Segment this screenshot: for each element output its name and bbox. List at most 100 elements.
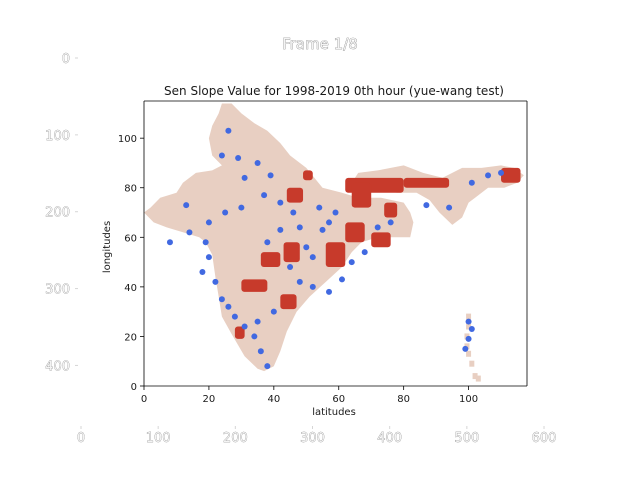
negative-slope-cell <box>316 204 323 211</box>
positive-slope-region <box>325 242 346 268</box>
x-tick-label: 0 <box>141 394 147 405</box>
negative-slope-cell <box>254 159 261 166</box>
island-cell <box>472 373 478 380</box>
outer-x-tick-label: 500 <box>454 431 479 446</box>
outer-x-axis: 0 100 200 300 400 500 600 <box>77 426 557 446</box>
positive-slope-region <box>403 177 450 188</box>
negative-slope-cell <box>225 127 232 134</box>
x-tick-label: 80 <box>397 394 410 405</box>
positive-slope-region <box>371 232 391 248</box>
negative-slope-cell <box>303 244 310 251</box>
island-cell <box>466 313 472 320</box>
outer-x-tick-label: 600 <box>532 431 557 446</box>
outer-y-tick-label: 400 <box>45 359 70 374</box>
positive-slope-region <box>280 294 297 310</box>
negative-slope-cell <box>231 313 238 320</box>
negative-slope-cell <box>290 209 297 216</box>
axes-layer: 0 20 40 60 80 100 0 20 40 60 80 100 <box>118 100 528 405</box>
negative-slope-cell <box>326 219 333 226</box>
outer-x-tick-label: 200 <box>223 431 248 446</box>
negative-slope-cell <box>287 264 294 271</box>
x-tick-label: 100 <box>459 394 478 405</box>
negative-slope-cell <box>485 172 492 179</box>
negative-slope-cell <box>462 345 469 352</box>
negative-slope-cell <box>465 318 472 325</box>
negative-slope-cell <box>225 303 232 310</box>
negative-slope-cell <box>202 239 209 246</box>
y-tick-label: 20 <box>124 332 137 343</box>
negative-slope-cell <box>205 254 212 261</box>
negative-slope-cell <box>465 335 472 342</box>
negative-slope-cell <box>222 209 229 216</box>
negative-slope-cell <box>296 224 303 231</box>
outer-x-tick-label: 300 <box>300 431 325 446</box>
x-axis-label: latitudes <box>312 407 356 418</box>
island-cell <box>475 375 481 382</box>
outer-x-tick-label: 100 <box>146 431 171 446</box>
positive-slope-region <box>501 167 521 183</box>
negative-slope-cell <box>361 249 368 256</box>
positive-slope-region <box>283 242 300 263</box>
mainland-region <box>144 103 414 372</box>
negative-slope-cell <box>309 283 316 290</box>
negative-slope-cell <box>277 199 284 206</box>
negative-slope-cell <box>218 152 225 159</box>
negative-slope-cell <box>309 254 316 261</box>
negative-slope-cell <box>261 192 268 199</box>
negative-slope-cell <box>212 278 219 285</box>
y-tick-label: 60 <box>124 233 137 244</box>
negative-slope-cell <box>205 219 212 226</box>
negative-slope-cell <box>270 308 277 315</box>
negative-slope-cell <box>241 174 248 181</box>
positive-slope-region <box>351 182 372 208</box>
island-cell <box>469 360 475 367</box>
negative-slope-cell <box>338 276 345 283</box>
negative-slope-cell <box>257 348 264 355</box>
y-axis-label: longitudes <box>102 221 113 273</box>
negative-slope-cell <box>326 288 333 295</box>
negative-slope-cell <box>238 204 245 211</box>
negative-slope-cell <box>296 278 303 285</box>
negative-slope-cell <box>183 202 190 209</box>
negative-slope-cell <box>387 219 394 226</box>
outer-x-tick-label: 400 <box>377 431 402 446</box>
outer-y-tick-label: 300 <box>45 283 70 298</box>
chart-title: Sen Slope Value for 1998-2019 0th hour (… <box>164 84 504 98</box>
y-tick-label: 0 <box>131 382 137 393</box>
negative-slope-cell <box>218 296 225 303</box>
negative-slope-cell <box>264 239 271 246</box>
y-tick-label: 40 <box>124 283 137 294</box>
negative-slope-cell <box>277 226 284 233</box>
positive-slope-region <box>286 187 304 203</box>
outer-y-axis: 0 100 200 300 400 <box>45 52 78 375</box>
frame-title: Frame 1/8 <box>282 35 358 53</box>
negative-slope-cell <box>235 155 242 161</box>
negative-slope-cell <box>332 209 339 216</box>
outer-y-tick-label: 200 <box>45 206 70 221</box>
outer-y-tick-label: 100 <box>45 129 70 144</box>
island-cell <box>466 323 472 330</box>
negative-slope-cell <box>319 226 326 233</box>
positive-slope-region <box>260 252 281 268</box>
negative-slope-cell <box>166 239 173 246</box>
x-tick-label: 40 <box>267 394 280 405</box>
negative-slope-cell <box>468 179 475 186</box>
positive-slope-region <box>234 326 245 339</box>
x-tick-label: 20 <box>203 394 216 405</box>
negative-slope-cell <box>186 229 193 236</box>
y-tick-label: 100 <box>118 134 137 145</box>
plot-area: 0 20 40 60 80 100 0 20 40 60 80 100 <box>118 100 528 405</box>
negative-slope-cell <box>264 363 271 370</box>
negative-slope-cell <box>348 259 355 266</box>
map-layer <box>144 103 524 382</box>
negative-slope-cell <box>241 323 248 330</box>
negative-slope-cell <box>267 172 274 179</box>
positive-slope-region <box>303 170 313 181</box>
negative-slope-cell <box>251 333 258 340</box>
negative-slope-cell <box>254 318 261 325</box>
positive-slope-region <box>241 279 268 292</box>
x-tick-label: 60 <box>332 394 345 405</box>
y-tick-label: 80 <box>124 184 137 195</box>
negative-slope-cell <box>446 204 453 211</box>
